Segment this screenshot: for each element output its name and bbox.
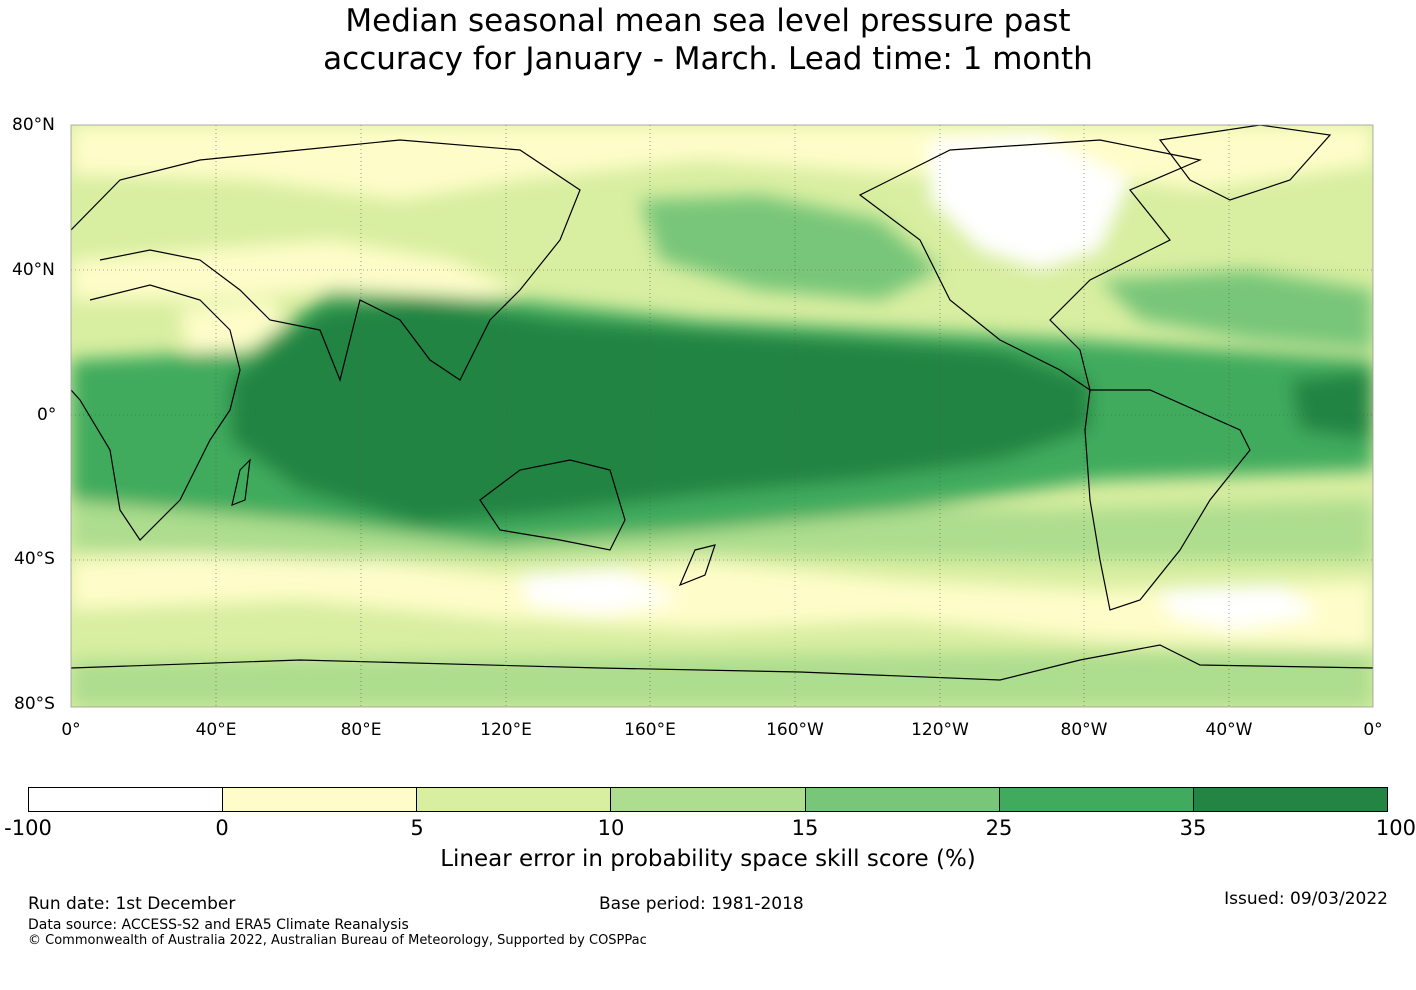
lon-label-160w: 160°W (766, 720, 824, 740)
coast-greenland (1158, 125, 1332, 201)
lat-label-40n: 40°N (12, 260, 55, 280)
lon-label-0-west: 0° (61, 720, 81, 740)
colorbar-segment-6 (999, 788, 1194, 811)
region-north-atlantic-medium (1100, 270, 1373, 350)
coast-south-america (1084, 389, 1251, 611)
lat-label-80n: 80°N (12, 115, 55, 135)
graticule (71, 125, 1373, 707)
lat-label-0: 0° (37, 405, 57, 425)
colorbar-segment-1 (29, 788, 224, 811)
title-line-1: Median seasonal mean sea level pressure … (345, 3, 1071, 39)
lon-label-0-east: 0° (1363, 720, 1383, 740)
region-atlantic-very-high (1290, 370, 1373, 440)
colorbar-segment-3 (417, 788, 612, 811)
region-north-pacific-medium (640, 195, 940, 300)
colorbar-segment-2 (223, 788, 418, 811)
lon-label-40w: 40°W (1205, 720, 1253, 740)
map-frame (70, 124, 1374, 708)
lon-label-160e: 160°E (624, 720, 676, 740)
colorbar-tick: 5 (410, 816, 424, 840)
lat-label-40s: 40°S (14, 549, 55, 569)
issued-date: Issued: 09/03/2022 (1224, 889, 1388, 909)
region-south-atlantic-negative (1160, 585, 1320, 630)
colorbar-tick: -100 (4, 816, 52, 840)
copyright: © Commonwealth of Australia 2022, Austra… (28, 933, 647, 948)
coast-antarctica (71, 644, 1373, 681)
colorbar-tick: 25 (985, 816, 1013, 840)
lon-label-120e: 120°E (480, 720, 532, 740)
coastlines (71, 125, 1373, 681)
base-period: Base period: 1981-2018 (599, 894, 804, 914)
region-canada-negative (930, 135, 1130, 270)
coast-australia (479, 459, 626, 551)
lon-label-40e: 40°E (195, 720, 237, 740)
lon-label-80w: 80°W (1060, 720, 1108, 740)
region-southern-ocean-low (71, 550, 1373, 650)
map-title: Median seasonal mean sea level pressure … (0, 2, 1416, 78)
coast-africa (71, 284, 241, 541)
coast-north-america (858, 139, 1203, 392)
region-south-pacific-negative (520, 570, 680, 615)
colorbar (28, 787, 1388, 812)
colorbar-tick: 15 (791, 816, 819, 840)
coast-eurasia (71, 139, 581, 382)
colorbar-segment-7 (1193, 788, 1387, 811)
data-source: Data source: ACCESS-S2 and ERA5 Climate … (28, 917, 409, 933)
colorbar-segment-5 (805, 788, 1000, 811)
coast-new-zealand (678, 544, 716, 587)
lat-label-80s: 80°S (14, 694, 55, 714)
lon-label-80e: 80°E (340, 720, 382, 740)
colorbar-segment-4 (611, 788, 806, 811)
colorbar-title: Linear error in probability space skill … (440, 846, 976, 872)
lon-label-120w: 120°W (911, 720, 969, 740)
colorbar-tick: 0 (215, 816, 229, 840)
colorbar-tick: 10 (597, 816, 625, 840)
region-tropics-very-high (230, 300, 1090, 525)
skill-score-map (70, 124, 1374, 708)
title-line-2: accuracy for January - March. Lead time:… (323, 41, 1093, 77)
run-date: Run date: 1st December (28, 894, 236, 914)
region-antarctic-medium (71, 650, 1373, 707)
coast-madagascar (231, 458, 251, 506)
colorbar-tick: 35 (1179, 816, 1207, 840)
region-southern-medium (71, 500, 1373, 560)
colorbar-tick: 100 (1375, 816, 1416, 840)
